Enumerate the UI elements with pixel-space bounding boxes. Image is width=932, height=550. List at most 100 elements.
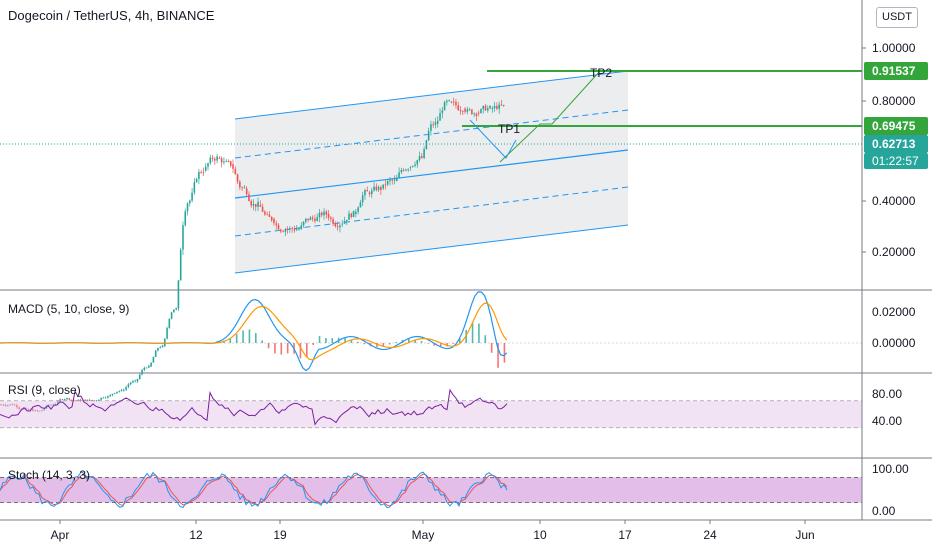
candle-body (487, 108, 489, 111)
candles (0, 97, 505, 412)
candle-body (107, 395, 109, 398)
macd-hist-bar (497, 343, 499, 368)
macd-tick-label: 0.02000 (872, 305, 916, 319)
candle-body (54, 403, 57, 405)
candle-body (113, 392, 116, 394)
candle-body (52, 404, 55, 406)
candle-body (332, 219, 334, 224)
macd-tick-label: 0.00000 (872, 336, 916, 350)
macd-hist-bar (229, 338, 232, 343)
candle-body (443, 102, 446, 111)
stoch-pane[interactable] (0, 471, 862, 509)
candle-body (450, 101, 453, 103)
signal-line (0, 302, 508, 361)
candle-body (252, 204, 255, 206)
candle-body (25, 407, 27, 409)
stoch-label: Stoch (14, 3, 3) (8, 468, 91, 482)
candle-body (307, 218, 309, 221)
candle-body (430, 124, 432, 131)
candle-body (148, 365, 150, 368)
price-tick-label: 1.00000 (872, 41, 916, 55)
candle-body (109, 395, 111, 397)
currency-button[interactable]: USDT (876, 7, 918, 28)
candle-body (2, 404, 5, 406)
candle-body (270, 216, 273, 221)
candle-body (145, 367, 148, 369)
candle-body (50, 404, 52, 406)
candle-body (500, 104, 503, 106)
candle-body (282, 231, 284, 233)
candle-body (352, 210, 355, 217)
candle-body (209, 157, 212, 164)
candle-body (111, 393, 114, 396)
candle-body (425, 140, 428, 150)
candle-body (225, 161, 228, 162)
candle-body (293, 228, 296, 231)
candle-body (202, 172, 205, 174)
candle-body (459, 110, 462, 112)
macd-hist-bar (382, 343, 385, 347)
candle-body (366, 190, 369, 192)
candle-body (316, 217, 318, 222)
candle-body (473, 113, 475, 115)
macd-hist-bar (503, 343, 506, 363)
candle-body (446, 100, 448, 103)
candle-body (232, 164, 234, 169)
rsi-pane[interactable] (0, 388, 862, 429)
rsi-label: RSI (9, close) (8, 383, 81, 397)
candle-body (61, 399, 64, 401)
macd-hist-bar (420, 341, 423, 343)
macd-hist-bar (395, 341, 397, 343)
candle-body (161, 345, 164, 348)
candle-body (27, 408, 30, 410)
candle-body (254, 204, 257, 207)
candle-body (95, 400, 98, 402)
candle-body (423, 149, 425, 158)
candle-body (16, 405, 18, 408)
candle-body (179, 249, 182, 281)
macd-hist-bar (267, 343, 270, 349)
macd-pane[interactable] (0, 291, 862, 372)
candle-body (168, 318, 171, 328)
candle-body (243, 187, 246, 189)
channel-lower-quarter-line (234, 186, 629, 237)
candle-body (302, 221, 305, 226)
candle-body (214, 158, 216, 161)
candle-body (382, 184, 384, 189)
macd-hist-bar (255, 333, 257, 343)
candle-body (441, 110, 444, 114)
candle-body (191, 192, 193, 201)
macd-hist-bar (306, 343, 308, 358)
time-tick-label: 17 (618, 528, 632, 542)
candle-body (0, 404, 2, 406)
price-badge (864, 117, 928, 135)
candle-body (223, 161, 225, 163)
macd-hist-bar (235, 334, 238, 343)
candle-body (434, 122, 437, 125)
candle-body (138, 374, 141, 379)
candle-body (57, 401, 59, 404)
candle-body (384, 184, 387, 186)
candle-body (339, 225, 341, 228)
candle-body (436, 120, 439, 124)
candle-body (125, 386, 127, 390)
macd-hist-bar (363, 343, 365, 345)
candle-body (7, 405, 9, 406)
candle-body (405, 169, 407, 171)
candle-body (375, 186, 378, 190)
candle-body (166, 327, 168, 339)
candle-body (268, 214, 271, 217)
macd-hist-bar (350, 339, 353, 343)
candle-body (480, 109, 482, 113)
macd-hist-bar (274, 343, 276, 354)
time-tick-label: Jun (795, 528, 814, 542)
candle-body (439, 113, 441, 121)
candle-body (9, 404, 11, 406)
price-pane[interactable]: TP2 TP1 (0, 66, 862, 412)
candle-body (193, 182, 196, 193)
candle-body (18, 407, 20, 409)
stoch-tick-label: 0.00 (872, 504, 896, 518)
